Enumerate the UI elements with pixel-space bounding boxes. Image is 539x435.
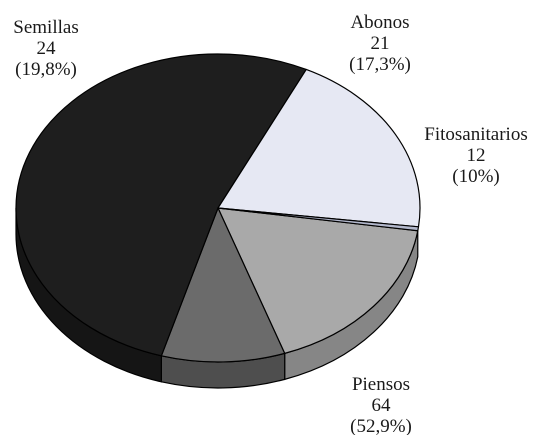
pie-slice-unlabeled: [217, 207, 420, 232]
pie-slice-fitosanitarios: [160, 207, 286, 363]
pie-top-layer: [15, 53, 421, 363]
slice-value-abonos: 21: [371, 33, 390, 54]
slice-value-fitosanitarios: 12: [467, 145, 486, 166]
slice-value-piensos: 64: [372, 395, 392, 416]
pie-slice-abonos: [217, 207, 419, 354]
slice-percent-semillas: (19,8%): [15, 59, 77, 80]
pie-slice-piensos: [15, 53, 307, 357]
slice-label-piensos: Piensos: [352, 374, 410, 395]
slice-percent-piensos: (52,9%): [350, 416, 412, 435]
pie-slice-semillas: [217, 68, 421, 228]
slice-percent-fitosanitarios: (10%): [452, 166, 499, 187]
slice-label-abonos: Abonos: [350, 12, 409, 33]
slice-percent-abonos: (17,3%): [349, 54, 411, 75]
slice-value-semillas: 24: [37, 38, 57, 59]
slice-label-fitosanitarios: Fitosanitarios: [424, 124, 527, 145]
slice-label-semillas: Semillas: [13, 17, 78, 38]
